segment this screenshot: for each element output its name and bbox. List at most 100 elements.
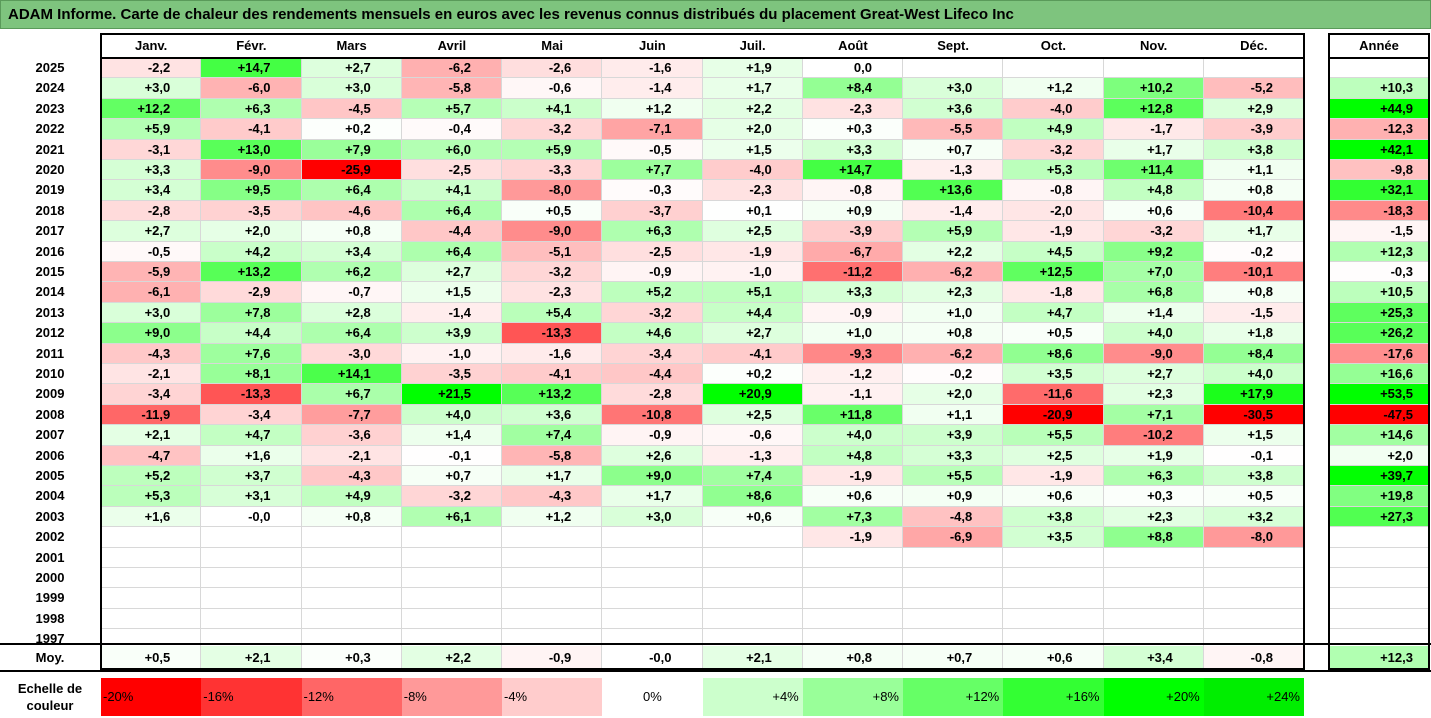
heatmap-cell: -1,3	[702, 445, 803, 466]
month-header: Août	[838, 38, 868, 53]
heatmap-cell: +0,9	[903, 486, 1004, 507]
heatmap-cell: -11,6	[1003, 384, 1104, 405]
heatmap-cell: +4,7	[1003, 302, 1104, 324]
heatmap-cell: +2,2	[903, 241, 1004, 262]
heatmap-cell: -9,0	[502, 221, 603, 242]
heatmap-cell: +1,2	[502, 506, 603, 528]
heatmap-cell: +5,1	[702, 282, 803, 303]
heatmap-cell: +5,2	[101, 466, 202, 487]
average-cell: +0,6	[1003, 646, 1104, 669]
heatmap-cell: +1,2	[1003, 78, 1104, 99]
heatmap-cell: +11,8	[802, 404, 903, 426]
heatmap-cell: +3,7	[201, 466, 302, 487]
heatmap-cell: -3,5	[401, 364, 502, 385]
heatmap-cell: -4,1	[502, 364, 603, 385]
heatmap-cell	[401, 588, 502, 609]
heatmap-cell: +2,3	[1103, 384, 1204, 405]
heatmap-cell: +1,0	[903, 302, 1004, 324]
month-header: Sept.	[937, 38, 970, 53]
heatmap-cell: -1,4	[602, 78, 703, 99]
heatmap-cell: +3,6	[502, 404, 603, 426]
heatmap-cell: -0,4	[401, 119, 502, 140]
heatmap-cell: +3,0	[101, 78, 202, 99]
heatmap-cell: +3,8	[1203, 139, 1304, 160]
heatmap-cell: +8,4	[802, 78, 903, 99]
heatmap-cell: -1,8	[1003, 282, 1104, 303]
heatmap-cell: +6,3	[201, 98, 302, 120]
heatmap-cell: -2,3	[702, 180, 803, 201]
annual-cell: +32,1	[1330, 180, 1428, 201]
annual-cell: -47,5	[1330, 404, 1428, 426]
heatmap-cell: +11,4	[1103, 160, 1204, 181]
heatmap-cell: +2,2	[702, 98, 803, 120]
heatmap-cell	[1203, 58, 1304, 79]
heatmap-cell	[802, 547, 903, 568]
heatmap-cell	[903, 608, 1004, 630]
heatmap-cell: +14,7	[802, 160, 903, 181]
heatmap-cell	[1203, 547, 1304, 568]
month-header: Janv.	[134, 38, 168, 53]
heatmap-cell: +7,3	[802, 506, 903, 528]
color-scale-swatch: +16%	[1003, 678, 1104, 716]
year-label: 2001	[35, 549, 65, 565]
month-header: Juil.	[739, 38, 766, 53]
annual-cell	[1330, 568, 1428, 589]
heatmap-cell: +3,4	[101, 180, 202, 201]
heatmap-cell: +0,3	[802, 119, 903, 140]
heatmap-cell: -2,5	[602, 241, 703, 262]
heatmap-cell: -7,7	[301, 404, 402, 426]
heatmap-cell: +0,8	[301, 506, 402, 528]
heatmap-cell: +0,1	[702, 200, 803, 222]
heatmap-cell: +13,2	[502, 384, 603, 405]
year-label: 2005	[35, 468, 65, 483]
heatmap-cell: +9,0	[602, 466, 703, 487]
heatmap-cell: +21,5	[401, 384, 502, 405]
heatmap-cell: +0,9	[802, 200, 903, 222]
heatmap-cell: +3,2	[1203, 506, 1304, 528]
heatmap-cell: +1,5	[1203, 425, 1304, 446]
annual-cell: +16,6	[1330, 364, 1428, 385]
heatmap-cell	[502, 547, 603, 568]
heatmap-cell: +5,3	[101, 486, 202, 507]
heatmap-cell: -6,0	[201, 78, 302, 99]
heatmap-cell: +3,3	[802, 282, 903, 303]
heatmap-cell: +8,6	[1003, 343, 1104, 364]
year-label: 2011	[35, 345, 65, 361]
heatmap-cell: +1,5	[401, 282, 502, 303]
color-scale-swatch: +20%	[1103, 678, 1204, 716]
heatmap-cell: -2,2	[101, 58, 202, 79]
heatmap-cell: -3,2	[1003, 139, 1104, 160]
heatmap-cell: +1,7	[602, 486, 703, 507]
month-header: Mars	[336, 38, 367, 53]
heatmap-cell: +4,0	[1103, 323, 1204, 344]
heatmap-cell: +1,4	[1103, 302, 1204, 324]
year-label: 2014	[35, 284, 65, 300]
year-label: 2015	[35, 264, 65, 279]
heatmap-cell: -20,9	[1003, 404, 1104, 426]
heatmap-cell: 0,0	[802, 58, 903, 79]
heatmap-cell: -10,8	[602, 404, 703, 426]
average-cell: +2,1	[702, 646, 803, 669]
average-cell: +0,7	[903, 646, 1004, 669]
heatmap-cell: -5,2	[1203, 78, 1304, 99]
annual-cell	[1330, 547, 1428, 568]
heatmap-cell: +4,0	[401, 404, 502, 426]
heatmap-cell: +1,7	[1103, 139, 1204, 160]
heatmap-cell: +2,5	[702, 221, 803, 242]
heatmap-cell: +4,5	[1003, 241, 1104, 262]
year-label: 2002	[35, 529, 65, 545]
heatmap-cell: +2,0	[702, 119, 803, 140]
heatmap-cell: +6,2	[301, 262, 402, 283]
heatmap-cell: +4,1	[401, 180, 502, 201]
average-cell: +2,2	[401, 646, 502, 669]
heatmap-cell: +3,8	[1003, 506, 1104, 528]
heatmap-cell	[1003, 588, 1104, 609]
heatmap-cell: +1,6	[201, 445, 302, 466]
color-scale-swatch: +8%	[802, 678, 903, 716]
heatmap-cell: +3,3	[101, 160, 202, 181]
heatmap-cell	[903, 588, 1004, 609]
heatmap-cell: -1,0	[401, 343, 502, 364]
heatmap-cell: +0,6	[1003, 486, 1104, 507]
heatmap-cell	[602, 568, 703, 589]
heatmap-cell	[301, 588, 402, 609]
